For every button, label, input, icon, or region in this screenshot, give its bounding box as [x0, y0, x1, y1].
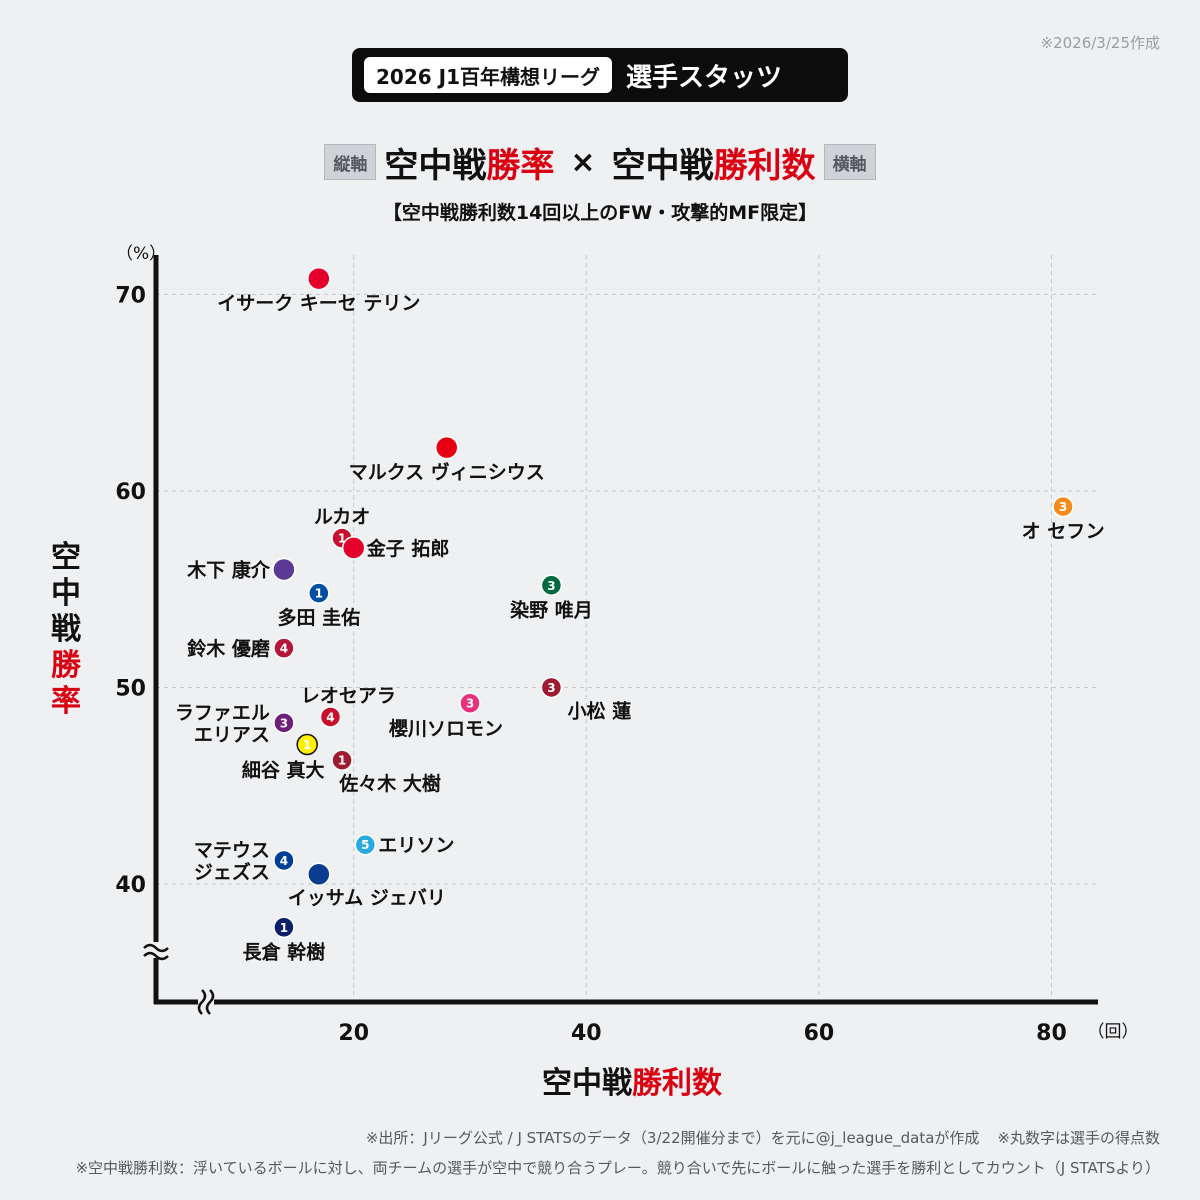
data-point-14 [331, 749, 353, 771]
footer-circle-note: ※丸数字は選手の得点数 [997, 1129, 1160, 1147]
data-point-4 [341, 536, 366, 560]
x-tick-label-80: 80 [1036, 1021, 1067, 1046]
point-label-13: 細谷 真大 [242, 758, 325, 781]
point-label-4: 金子 拓郎 [366, 537, 450, 560]
y-axis-label-black: 空中戦 [51, 540, 81, 647]
title-part2: 空中戦 [611, 145, 714, 186]
footer-definition: ※空中戦勝利数：浮いているボールに対し、両チームの選手が空中で競り合うプレー。競… [75, 1159, 1160, 1177]
data-point-0 [307, 266, 331, 291]
header-banner: 2026 J1百年構想リーグ 選手スタッツ [352, 48, 848, 102]
point-label-3: ルカオ [314, 506, 370, 528]
goal-count-11: 4 [326, 710, 334, 724]
point-label-8: 鈴木 優磨 [187, 637, 270, 660]
goal-count-18: 1 [280, 921, 288, 935]
goal-count-9: 3 [547, 681, 555, 695]
data-point-5 [272, 557, 296, 582]
title-times-symbol: × [570, 144, 596, 180]
data-point-9 [540, 676, 563, 699]
goal-count-16: 4 [280, 854, 288, 868]
data-point-1 [434, 435, 459, 460]
point-label-12-line1: エリアス [194, 724, 270, 746]
goal-count-6: 1 [315, 587, 323, 601]
x-axis-label-red: 勝利数 [632, 1066, 722, 1101]
x-unit-label: （回） [1087, 1022, 1138, 1042]
data-point-2 [1052, 495, 1074, 518]
x-tick-label-60: 60 [804, 1021, 835, 1046]
point-label-11: レオセアラ [301, 685, 396, 707]
goal-count-15: 5 [361, 838, 369, 852]
chart-title: 縦軸 空中戦 勝率 × 空中戦 勝利数 横軸 [0, 132, 1200, 192]
point-label-15: エリソン [378, 835, 454, 857]
horizontal-axis-tag: 横軸 [823, 144, 876, 180]
goal-count-8: 4 [280, 642, 288, 656]
goal-count-7: 3 [547, 579, 555, 593]
footer-source-line: ※出所：Jリーグ公式 / J STATSのデータ（3/22開催分まで）を元に@j… [348, 1127, 1160, 1148]
y-tick-label-50: 50 [115, 676, 146, 701]
point-label-16-line0: マテウス [194, 839, 270, 861]
data-point-8 [273, 637, 295, 659]
point-label-6: 多田 圭佑 [278, 606, 361, 629]
vertical-axis-tag: 縦軸 [324, 144, 377, 180]
point-label-16-line1: ジェズス [194, 860, 270, 883]
y-axis-break-mark [143, 943, 169, 961]
x-tick-label-20: 20 [338, 1021, 369, 1046]
point-label-14: 佐々木 大樹 [338, 772, 441, 795]
x-axis-break-gap [198, 990, 214, 1014]
x-axis-label-black: 空中戦 [542, 1066, 632, 1101]
y-tick-label-40: 40 [115, 873, 146, 898]
data-point-15 [354, 833, 377, 856]
point-label-2: オ セフン [1022, 521, 1105, 543]
point-label-18: 長倉 幹樹 [243, 940, 326, 963]
x-axis-break-mark [197, 989, 215, 1015]
point-label-12-line0: ラファエル [175, 702, 270, 724]
goal-count-3: 1 [338, 532, 346, 546]
y-tick-label-60: 60 [115, 480, 146, 505]
data-point-18 [273, 916, 295, 939]
data-point-11 [319, 706, 342, 728]
data-point-10 [459, 692, 481, 714]
header-title: 選手スタッツ [625, 62, 782, 93]
goal-count-2: 3 [1059, 500, 1067, 514]
x-axis-label: 空中戦勝利数 [0, 1058, 1200, 1102]
goal-count-14: 1 [338, 754, 346, 768]
point-label-9: 小松 蓮 [568, 699, 632, 722]
point-label-5: 木下 康介 [186, 559, 271, 582]
y-axis-label-red: 勝率 [51, 648, 81, 719]
x-tick-label-40: 40 [571, 1021, 602, 1046]
point-label-10: 櫻川ソロモン [388, 717, 503, 740]
data-point-12 [273, 712, 295, 734]
league-name-pill: 2026 J1百年構想リーグ [364, 57, 612, 93]
data-point-7 [540, 574, 563, 597]
data-point-13 [296, 733, 318, 756]
creation-date-note: ※2026/3/25作成 [1040, 34, 1160, 52]
chart-subtitle: 【空中戦勝利数14回以上のFW・攻撃的MF限定】 [382, 202, 818, 224]
goal-count-12: 3 [280, 716, 288, 730]
y-tick-label-70: 70 [115, 283, 146, 308]
data-point-17 [307, 862, 331, 886]
goal-count-10: 3 [466, 697, 474, 711]
title-part2-red: 勝利数 [713, 145, 816, 186]
footer-source: ※出所：Jリーグ公式 / J STATSのデータ（3/22開催分まで）を元に@j… [365, 1129, 980, 1147]
title-part1-red: 勝率 [486, 145, 555, 186]
point-label-7: 染野 唯月 [510, 598, 593, 621]
point-label-1: マルクス ヴィニシウス [349, 461, 545, 484]
goal-count-13: 1 [303, 738, 311, 752]
y-axis-label: 空中戦勝率 [46, 540, 86, 720]
title-part1: 空中戦 [384, 145, 487, 186]
y-unit-label: （%） [116, 244, 166, 264]
data-point-6 [308, 582, 330, 604]
point-label-0: イサーク キーセ テリン [217, 293, 420, 315]
data-point-16 [273, 849, 295, 872]
point-label-17: イッサム ジェバリ [288, 887, 446, 909]
